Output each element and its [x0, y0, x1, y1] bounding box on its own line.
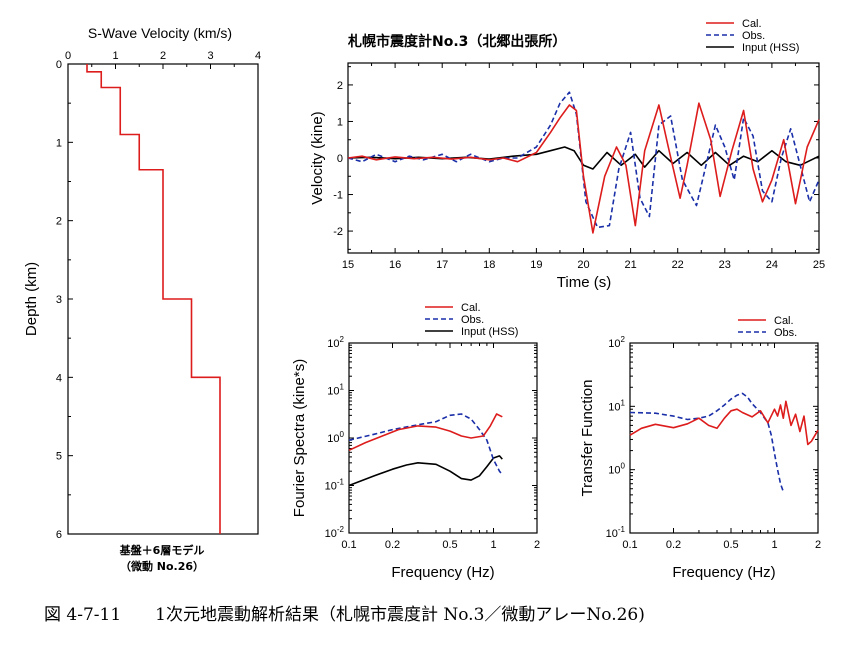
p3-series-cal: [348, 413, 503, 452]
p4-series-obs: [629, 392, 785, 492]
transfer-function-chart: 0.1 0.2 0.5 1 2 10-1 100 101 102 Cal.Obs. Frequ…: [579, 315, 821, 581]
p3-legend-label-input-hss: Input (HSS): [461, 326, 518, 338]
p2-xtick-label: 15: [342, 259, 354, 271]
profile-xtick-label: 4: [255, 50, 261, 62]
fourier-xlabel: Frequency (Hz): [391, 564, 494, 581]
p2-xtick-label: 18: [483, 259, 495, 271]
p3-xtick-label: 0.5: [442, 539, 457, 551]
p3-ytick-label: 101: [327, 383, 344, 398]
p2-xtick-label: 21: [624, 259, 636, 271]
p2-ytick-label: 1: [337, 116, 343, 128]
p3-series-input-hss: [348, 455, 503, 487]
p4-xtick-label: 0.5: [723, 539, 738, 551]
waveform-chart: 札幌市震度計No.3（北郷出張所） 15 16 17 18 19 20 21 22 23 24 25…: [309, 18, 825, 291]
p3-xtick-label: 2: [534, 539, 540, 551]
profile-ylabel: Depth (km): [23, 262, 40, 336]
p3-xtick-label: 0.2: [385, 539, 400, 551]
fourier-spectra-chart: 0.1 0.2 0.5 1 2 10-2 10-1 100 101 102 Cal.Obs.In…: [291, 302, 540, 581]
fourier-legend: Cal.Obs.Input (HSS): [425, 302, 518, 338]
p4-series-cal: [629, 400, 819, 446]
p4-xtick-label: 0.1: [622, 539, 637, 551]
p2-series-obs: [347, 91, 820, 229]
transfer-legend: Cal.Obs.: [738, 315, 797, 339]
p3-ytick-label: 102: [327, 335, 344, 350]
profile-ytick-label: 4: [56, 372, 62, 384]
transfer-plot-frame: [629, 342, 819, 534]
transfer-ylabel: Transfer Function: [579, 380, 596, 497]
p2-xtick-label: 19: [530, 259, 542, 271]
profile-ytick-label: 0: [56, 59, 62, 71]
profile-xtick-label: 2: [160, 50, 166, 62]
p4-legend-label-obs: Obs.: [774, 327, 797, 339]
profile-ytick-label: 6: [56, 529, 62, 541]
p4-ytick-label: 102: [608, 335, 625, 350]
p2-ytick-label: -2: [333, 226, 343, 238]
profile-ytick-label: 2: [56, 216, 62, 228]
p2-series-cal: [347, 102, 820, 234]
p3-ytick-label: 10-2: [325, 525, 345, 540]
transfer-xlabel: Frequency (Hz): [672, 564, 775, 581]
p3-series-obs: [348, 413, 503, 476]
profile-ytick-label: 5: [56, 451, 62, 463]
p2-legend-label-input-hss: Input (HSS): [742, 42, 799, 54]
p2-xtick-label: 17: [436, 259, 448, 271]
p2-legend-label-obs: Obs.: [742, 30, 765, 42]
p4-ytick-label: 101: [608, 398, 625, 413]
p2-xtick-label: 25: [813, 259, 825, 271]
p2-legend-label-cal: Cal.: [742, 18, 762, 30]
profile-title: S-Wave Velocity (km/s): [88, 25, 232, 41]
figure-caption: 図 4-7-11 1次元地震動解析結果（札幌市震度計 No.3／微動アレーNo.…: [44, 605, 645, 625]
p3-ytick-label: 10-1: [325, 478, 345, 493]
p4-ytick-label: 10-1: [606, 525, 626, 540]
p4-xtick-label: 0.2: [666, 539, 681, 551]
p2-xtick-label: 24: [766, 259, 778, 271]
profile-note-2: （微動 No.26）: [120, 559, 204, 573]
p3-legend-label-cal: Cal.: [461, 302, 481, 314]
profile-xtick-label: 1: [112, 50, 118, 62]
profile-xtick-label: 3: [207, 50, 213, 62]
p4-legend-label-cal: Cal.: [774, 315, 794, 327]
waveform-xlabel: Time (s): [557, 274, 611, 291]
profile-ytick-label: 1: [56, 137, 62, 149]
velocity-profile-chart: S-Wave Velocity (km/s) 0 1 2 3 4 0 1 2 3 4 5 6 Dep…: [23, 25, 261, 573]
profile-step-line: [86, 64, 221, 534]
p2-ytick-label: -1: [333, 190, 343, 202]
p3-ytick-label: 100: [327, 430, 344, 445]
fourier-ylabel: Fourier Spectra (kine*s): [291, 359, 308, 517]
p3-xtick-label: 1: [490, 539, 496, 551]
profile-note-1: 基盤＋6層モデル: [119, 543, 205, 557]
waveform-title: 札幌市震度計No.3（北郷出張所）: [347, 33, 566, 50]
waveform-ylabel: Velocity (kine): [309, 111, 326, 204]
p4-xtick-label: 1: [771, 539, 777, 551]
profile-xtick-label: 0: [65, 50, 71, 62]
p2-xtick-label: 22: [672, 259, 684, 271]
p2-xtick-label: 20: [577, 259, 589, 271]
p2-ytick-label: 0: [337, 153, 343, 165]
p2-ytick-label: 2: [337, 80, 343, 92]
profile-ytick-label: 3: [56, 294, 62, 306]
p2-xtick-label: 23: [719, 259, 731, 271]
waveform-legend: Cal.Obs.Input (HSS): [706, 18, 799, 54]
p3-xtick-label: 0.1: [341, 539, 356, 551]
p3-legend-label-obs: Obs.: [461, 314, 484, 326]
p4-xtick-label: 2: [815, 539, 821, 551]
p2-xtick-label: 16: [389, 259, 401, 271]
p4-ytick-label: 100: [608, 462, 625, 477]
